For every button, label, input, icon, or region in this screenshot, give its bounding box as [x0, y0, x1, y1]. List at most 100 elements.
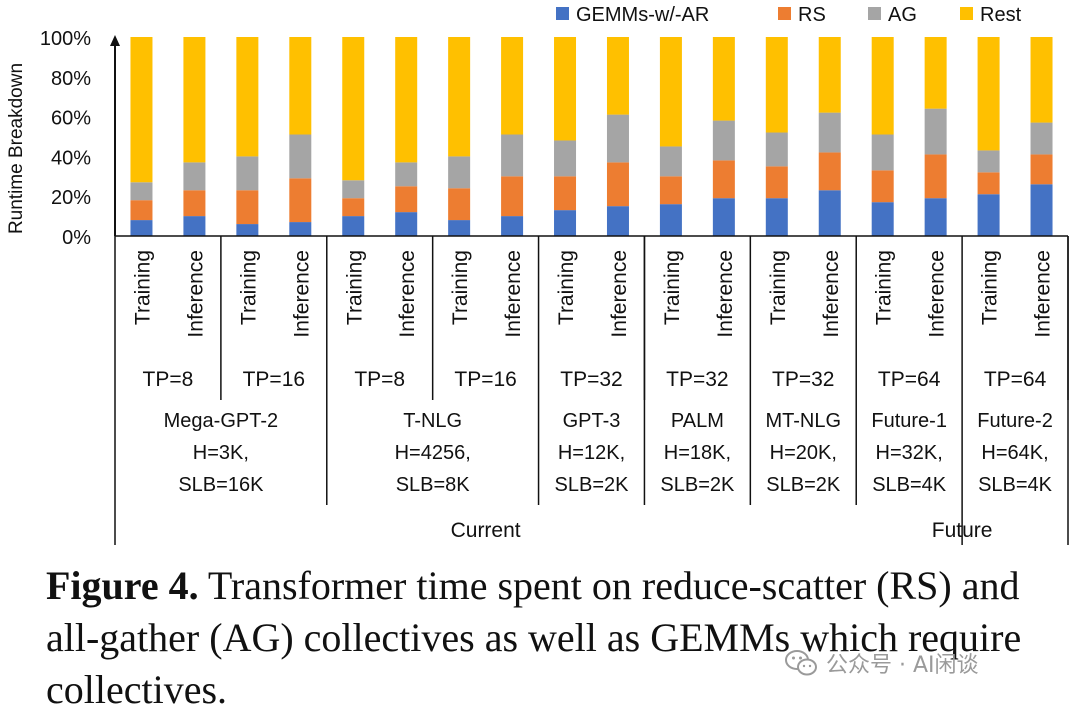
bar-gemms-w-ar-17: [977, 194, 1000, 236]
bar-ag-15: [871, 134, 894, 171]
watermark: 公众号 · AI闲谈: [784, 646, 979, 680]
bar-rs-16: [924, 154, 947, 199]
bar-rest-5: [342, 37, 365, 181]
bar-gemms-w-ar-16: [924, 198, 947, 236]
model-label-line: SLB=2K: [660, 474, 735, 496]
y-tick-label: 60%: [51, 108, 91, 130]
bar-rs-18: [1030, 154, 1053, 185]
bar-rest-16: [924, 37, 947, 109]
bar-rest-7: [448, 37, 471, 157]
y-tick-label: 40%: [51, 147, 91, 169]
bar-gemms-w-ar-2: [183, 216, 206, 236]
x-tick-label-inference: Inference: [502, 250, 525, 338]
bar-ag-2: [183, 162, 206, 191]
bar-gemms-w-ar-8: [501, 216, 524, 236]
bar-rest-2: [183, 37, 206, 163]
bar-rest-13: [765, 37, 788, 133]
bar-gemms-w-ar-1: [130, 220, 153, 236]
bar-rs-14: [818, 152, 841, 191]
tp-group-label: TP=16: [243, 368, 305, 391]
model-label-line: SLB=4K: [978, 474, 1053, 496]
y-tick-label: 0%: [62, 227, 91, 249]
x-tick-label-training: Training: [343, 250, 366, 325]
model-label-line: Future-1: [871, 410, 947, 432]
figure-caption: Figure 4. Transformer time spent on redu…: [46, 560, 1066, 716]
model-label-line: H=18K,: [664, 442, 731, 464]
legend-swatch-rest: [960, 7, 973, 20]
x-tick-label-inference: Inference: [714, 250, 737, 338]
bar-gemms-w-ar-6: [395, 212, 418, 236]
bar-ag-6: [395, 162, 418, 187]
bar-ag-13: [765, 132, 788, 167]
x-tick-label-training: Training: [449, 250, 472, 325]
tp-group-label: TP=8: [354, 368, 405, 391]
bar-rest-12: [712, 37, 735, 121]
legend-label: AG: [888, 4, 917, 26]
x-tick-label-training: Training: [767, 250, 790, 325]
bar-ag-16: [924, 108, 947, 155]
bar-rest-8: [501, 37, 524, 135]
bar-rs-6: [395, 186, 418, 213]
model-label-line: SLB=2K: [766, 474, 841, 496]
bar-gemms-w-ar-10: [606, 206, 629, 236]
y-tick-label: 100%: [40, 28, 91, 50]
tp-group-label: TP=8: [143, 368, 194, 391]
bar-rs-12: [712, 160, 735, 199]
bar-rest-6: [395, 37, 418, 163]
legend-label: GEMMs-w/-AR: [576, 4, 709, 26]
bar-gemms-w-ar-3: [236, 224, 259, 236]
tp-group-label: TP=32: [560, 368, 622, 391]
bar-ag-1: [130, 182, 153, 201]
bar-rest-14: [818, 37, 841, 113]
bar-gemms-w-ar-9: [554, 210, 577, 236]
x-tick-label-inference: Inference: [820, 250, 843, 338]
y-tick-label: 80%: [51, 68, 91, 90]
model-label-line: SLB=2K: [555, 474, 630, 496]
figure-caption-text: Transformer time spent on reduce-scatter…: [46, 563, 1022, 712]
bar-ag-7: [448, 156, 471, 189]
bar-rs-13: [765, 166, 788, 199]
x-tick-label-training: Training: [237, 250, 260, 325]
bar-ag-4: [289, 134, 312, 179]
x-tick-label-inference: Inference: [608, 250, 631, 338]
model-label-line: PALM: [671, 410, 724, 432]
bar-ag-11: [659, 146, 682, 177]
bar-ag-17: [977, 150, 1000, 173]
bar-ag-10: [606, 114, 629, 163]
legend-swatch-ag: [868, 7, 881, 20]
watermark-text: 公众号 · AI闲谈: [826, 653, 979, 678]
bar-ag-18: [1030, 122, 1053, 155]
x-tick-label-inference: Inference: [396, 250, 419, 338]
bar-rest-9: [554, 37, 577, 141]
model-label-line: GPT-3: [563, 410, 621, 432]
model-label-line: H=20K,: [770, 442, 837, 464]
tp-group-label: TP=64: [984, 368, 1047, 391]
model-label-line: MT-NLG: [765, 410, 841, 432]
x-tick-label-training: Training: [661, 250, 684, 325]
figure-label: Figure 4.: [46, 563, 199, 608]
bar-rs-8: [501, 176, 524, 217]
bar-ag-5: [342, 180, 365, 199]
wechat-icon: [785, 650, 817, 676]
legend-swatch-rs: [778, 7, 791, 20]
x-tick-label-inference: Inference: [290, 250, 313, 338]
x-tick-label-training: Training: [131, 250, 154, 325]
bar-rest-1: [130, 37, 153, 183]
model-label-line: Mega-GPT-2: [164, 410, 278, 432]
legend-label: RS: [798, 4, 826, 26]
x-tick-label-inference: Inference: [926, 250, 949, 338]
model-label-line: SLB=4K: [872, 474, 947, 496]
bar-ag-8: [501, 134, 524, 177]
bar-gemms-w-ar-4: [289, 222, 312, 236]
bar-rest-11: [659, 37, 682, 147]
bar-rs-1: [130, 200, 153, 221]
bar-rs-15: [871, 170, 894, 203]
y-axis-arrow-icon: [110, 35, 120, 46]
bar-rs-3: [236, 190, 259, 225]
bar-rs-5: [342, 198, 365, 217]
x-tick-label-inference: Inference: [1032, 250, 1055, 338]
bar-rest-17: [977, 37, 1000, 151]
bar-gemms-w-ar-13: [765, 198, 788, 236]
tp-group-label: TP=16: [454, 368, 516, 391]
era-label-future: Future: [932, 519, 993, 542]
